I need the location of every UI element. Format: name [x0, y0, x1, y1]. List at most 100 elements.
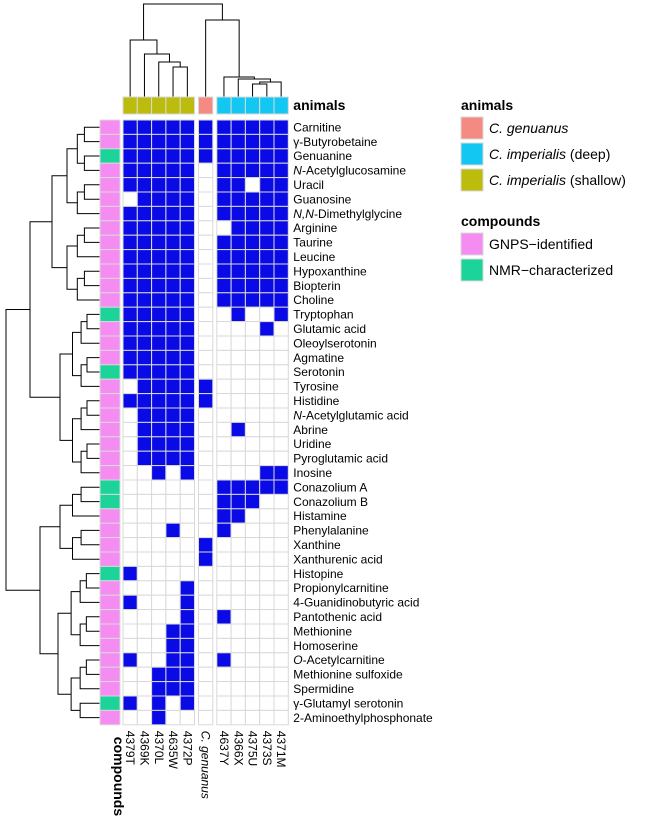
- dendrogram-branch: [85, 616, 100, 632]
- row-label: Methionine: [293, 624, 352, 638]
- heatmap-cell: [244, 652, 261, 668]
- heatmap-cell: [136, 393, 153, 409]
- heatmap-cell: [259, 465, 275, 481]
- heatmap-cell: [122, 249, 138, 265]
- heatmap-cell: [273, 594, 289, 611]
- heatmap-cell: [122, 594, 138, 611]
- heatmap-cell: [179, 508, 195, 524]
- heatmap-cell: [136, 191, 153, 207]
- row-label: O-Acetylcarnitine: [293, 653, 385, 667]
- heatmap-cell: [230, 205, 246, 222]
- heatmap-cell: [259, 508, 275, 524]
- heatmap-cell: [198, 335, 214, 351]
- heatmap-cell: [122, 580, 138, 596]
- legend-swatch-shallow: [460, 168, 484, 192]
- heatmap-cell: [230, 393, 246, 409]
- heatmap-cell: [165, 263, 181, 279]
- heatmap-cell: [151, 666, 167, 683]
- heatmap-cell: [151, 277, 167, 294]
- heatmap-cell: [198, 421, 214, 438]
- heatmap-cell: [273, 263, 289, 279]
- heatmap-cell: [259, 177, 275, 193]
- heatmap-cell: [259, 565, 275, 582]
- row-label: Carnitine: [293, 120, 341, 134]
- heatmap-cell: [259, 364, 275, 380]
- heatmap-cell: [179, 378, 195, 395]
- heatmap-cell: [273, 695, 289, 711]
- heatmap-cell: [136, 349, 153, 366]
- row-annotation-cell: [99, 234, 121, 251]
- legend-title-compounds: compounds: [461, 213, 541, 229]
- heatmap-cell: [244, 493, 261, 510]
- heatmap-cell: [230, 695, 246, 711]
- heatmap-cell: [151, 177, 167, 193]
- heatmap-cell: [179, 220, 195, 236]
- heatmap-cell: [165, 277, 181, 294]
- dendrogram-branch: [83, 270, 100, 287]
- row-annotation-cell: [99, 609, 121, 625]
- heatmap-cell: [136, 623, 153, 639]
- heatmap-cell: [216, 277, 232, 294]
- heatmap-cell: [151, 637, 167, 654]
- heatmap-cell: [136, 133, 153, 150]
- heatmap-cell: [230, 450, 246, 467]
- heatmap-cell: [259, 393, 275, 409]
- heatmap-cell: [216, 522, 232, 539]
- heatmap-cell: [259, 162, 275, 179]
- column-annotation-cell: [198, 96, 214, 115]
- heatmap-cell: [244, 378, 261, 395]
- row-annotation-cell: [99, 205, 121, 222]
- heatmap-cell: [273, 249, 289, 265]
- legend: animals C. genuanus C. imperialis (deep) C.…: [460, 97, 626, 282]
- heatmap-cell: [216, 450, 232, 467]
- heatmap-cell: [198, 436, 214, 452]
- heatmap-cell: [216, 349, 232, 366]
- heatmap-cell: [244, 162, 261, 179]
- heatmap-cell: [122, 321, 138, 337]
- heatmap-cell: [198, 191, 214, 207]
- row-label: Propionylcarnitine: [293, 581, 389, 595]
- row-label: Oleoylserotonin: [293, 336, 376, 350]
- heatmap-cell: [136, 335, 153, 351]
- dendrogram-branch: [72, 493, 100, 517]
- heatmap-cell: [244, 479, 261, 495]
- heatmap-cell: [179, 436, 195, 452]
- column-annotation-cell: [122, 96, 138, 115]
- heatmap-cell: [179, 407, 195, 423]
- heatmap-cell: [179, 191, 195, 207]
- column-label: 4366X: [231, 731, 245, 766]
- row-annotation-cell: [99, 450, 121, 467]
- heatmap-cell: [136, 695, 153, 711]
- heatmap-cell: [273, 205, 289, 222]
- dendrogram-branch: [79, 580, 100, 603]
- heatmap-cell: [244, 263, 261, 279]
- heatmap-cell: [244, 465, 261, 481]
- heatmap-cell: [198, 652, 214, 668]
- heatmap-cell: [179, 349, 195, 366]
- heatmap-cell: [259, 335, 275, 351]
- heatmap-cell: [165, 133, 181, 150]
- heatmap-cell: [198, 580, 214, 596]
- heatmap-cell: [122, 378, 138, 395]
- heatmap-cell: [230, 364, 246, 380]
- heatmap-cell: [136, 263, 153, 279]
- heatmap-cell: [179, 306, 195, 323]
- heatmap-cell: [198, 349, 214, 366]
- heatmap-cell: [216, 205, 232, 222]
- heatmap-cell: [122, 637, 138, 654]
- row-annotation-cell: [99, 594, 121, 611]
- heatmap-cell: [259, 306, 275, 323]
- dendrogram-branch: [85, 573, 100, 589]
- heatmap-cell: [230, 335, 246, 351]
- heatmap-cell: [216, 436, 232, 452]
- heatmap-cell: [122, 119, 138, 135]
- heatmap-cell: [216, 263, 232, 279]
- heatmap-cell: [165, 421, 181, 438]
- heatmap-cell: [151, 709, 167, 726]
- heatmap-cell: [179, 162, 195, 179]
- row-annotation-cell: [99, 508, 121, 524]
- heatmap-cell: [216, 321, 232, 337]
- column-annotation-bar: [122, 96, 289, 115]
- heatmap-cell: [259, 234, 275, 251]
- heatmap-cell: [273, 623, 289, 639]
